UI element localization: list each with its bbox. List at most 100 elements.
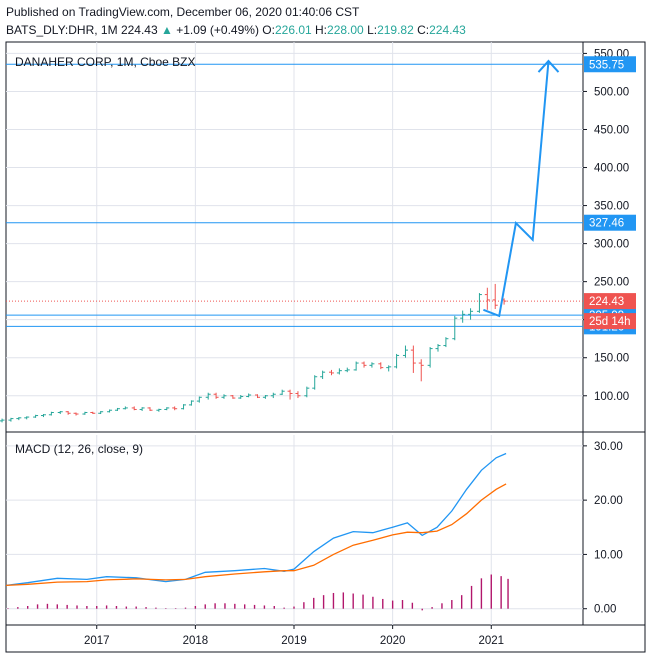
candle <box>336 368 342 375</box>
candle <box>476 293 482 313</box>
macd-histogram <box>7 574 509 611</box>
macd-tick-label: 30.00 <box>594 441 623 453</box>
macd-axis[interactable]: 0.00 10.00 20.00 30.00 <box>583 441 623 616</box>
price-tick-label: 350.00 <box>594 201 629 213</box>
candle <box>122 406 128 410</box>
low-label: L: <box>367 23 378 37</box>
candle <box>402 345 408 358</box>
price-candles <box>0 283 507 423</box>
price-tick-label: 150.00 <box>594 353 629 365</box>
candle <box>57 410 63 415</box>
candle <box>460 310 466 323</box>
price-tick-label: 300.00 <box>594 239 629 251</box>
time-tick-label: 2021 <box>478 635 504 647</box>
macd-line <box>5 452 507 587</box>
candle <box>468 308 474 320</box>
time-tick-label: 2019 <box>281 635 307 647</box>
candle <box>40 414 46 418</box>
price-tick-label: 500.00 <box>594 86 629 98</box>
macd-tick-label: 0.00 <box>594 604 616 616</box>
last-price: 224.43 <box>120 23 158 37</box>
candle <box>246 393 252 398</box>
candle <box>270 392 276 399</box>
candle <box>181 404 187 410</box>
price-tick-label: 100.00 <box>594 391 629 403</box>
candle <box>320 370 326 380</box>
macd-lines <box>5 452 507 587</box>
projection-path[interactable] <box>483 59 560 318</box>
candle <box>312 375 318 390</box>
low-value: 219.82 <box>377 23 414 37</box>
candle <box>304 386 310 398</box>
symbol-name: BATS_DLY:DHR, 1M <box>6 23 118 37</box>
candle <box>8 417 14 422</box>
macd-tick-label: 10.00 <box>594 549 623 561</box>
candle <box>238 395 244 399</box>
level-label: 535.75 <box>589 59 624 71</box>
macd-pane-title: MACD (12, 26, close, 9) <box>15 442 143 456</box>
candle <box>33 414 39 418</box>
candle <box>213 392 219 399</box>
candle <box>452 315 458 341</box>
candle <box>65 410 71 415</box>
time-tick-label: 2018 <box>183 635 209 647</box>
candle <box>82 411 88 415</box>
time-axis[interactable]: 2017 2018 2019 2020 2021 <box>84 625 504 647</box>
candle <box>16 417 22 421</box>
candle <box>147 407 153 411</box>
symbol-quote-bar: BATS_DLY:DHR, 1M 224.43 ▲ +1.09 (+0.49%)… <box>6 23 466 37</box>
projection-line <box>483 60 550 318</box>
open-label: O: <box>262 23 275 37</box>
time-tick-label: 2020 <box>380 635 406 647</box>
price-tick-label: 450.00 <box>594 124 629 136</box>
last-price-box <box>584 293 636 310</box>
candle <box>24 416 30 420</box>
candle <box>73 412 79 416</box>
candle <box>196 396 202 403</box>
level-label: 327.46 <box>589 218 624 230</box>
candle <box>394 353 400 369</box>
price-tick-label: 250.00 <box>594 277 629 289</box>
candle <box>492 283 498 310</box>
candle <box>156 408 162 412</box>
candle <box>114 407 120 411</box>
candle <box>279 389 285 396</box>
candle <box>221 394 227 399</box>
chart-frame <box>5 41 646 653</box>
candle <box>48 411 54 416</box>
candle <box>188 400 194 406</box>
candle <box>139 407 145 411</box>
time-tick-label: 2017 <box>84 635 110 647</box>
published-caption: Published on TradingView.com, December 0… <box>6 5 360 19</box>
candle <box>386 365 392 372</box>
signal-line <box>5 483 507 587</box>
candle <box>205 392 211 400</box>
candle <box>90 411 96 415</box>
open-value: 226.01 <box>274 23 312 37</box>
change-arrow-icon: ▲ <box>160 23 173 37</box>
candle <box>443 337 449 348</box>
candle <box>131 406 137 411</box>
close-value: 224.43 <box>429 23 466 37</box>
candle <box>262 395 268 399</box>
candle <box>418 359 424 382</box>
horizontal-levels[interactable] <box>6 63 583 327</box>
countdown-box <box>584 313 636 330</box>
candle <box>164 407 170 411</box>
candle <box>378 362 384 370</box>
last-price-label: 224.43 <box>589 296 624 308</box>
macd-tick-label: 20.00 <box>594 495 623 507</box>
close-label: C: <box>417 23 430 37</box>
candle <box>295 391 301 399</box>
candle <box>353 361 359 371</box>
high-label: H: <box>315 23 328 37</box>
candle <box>107 409 113 413</box>
candle <box>172 406 178 411</box>
countdown-label: 25d 14h <box>589 316 631 328</box>
candle <box>344 367 350 373</box>
candle <box>287 389 293 400</box>
price-axis[interactable]: 100.00150.00200.00250.00300.00350.00400.… <box>583 48 636 403</box>
candle <box>484 287 490 310</box>
level-label-box <box>584 56 636 73</box>
